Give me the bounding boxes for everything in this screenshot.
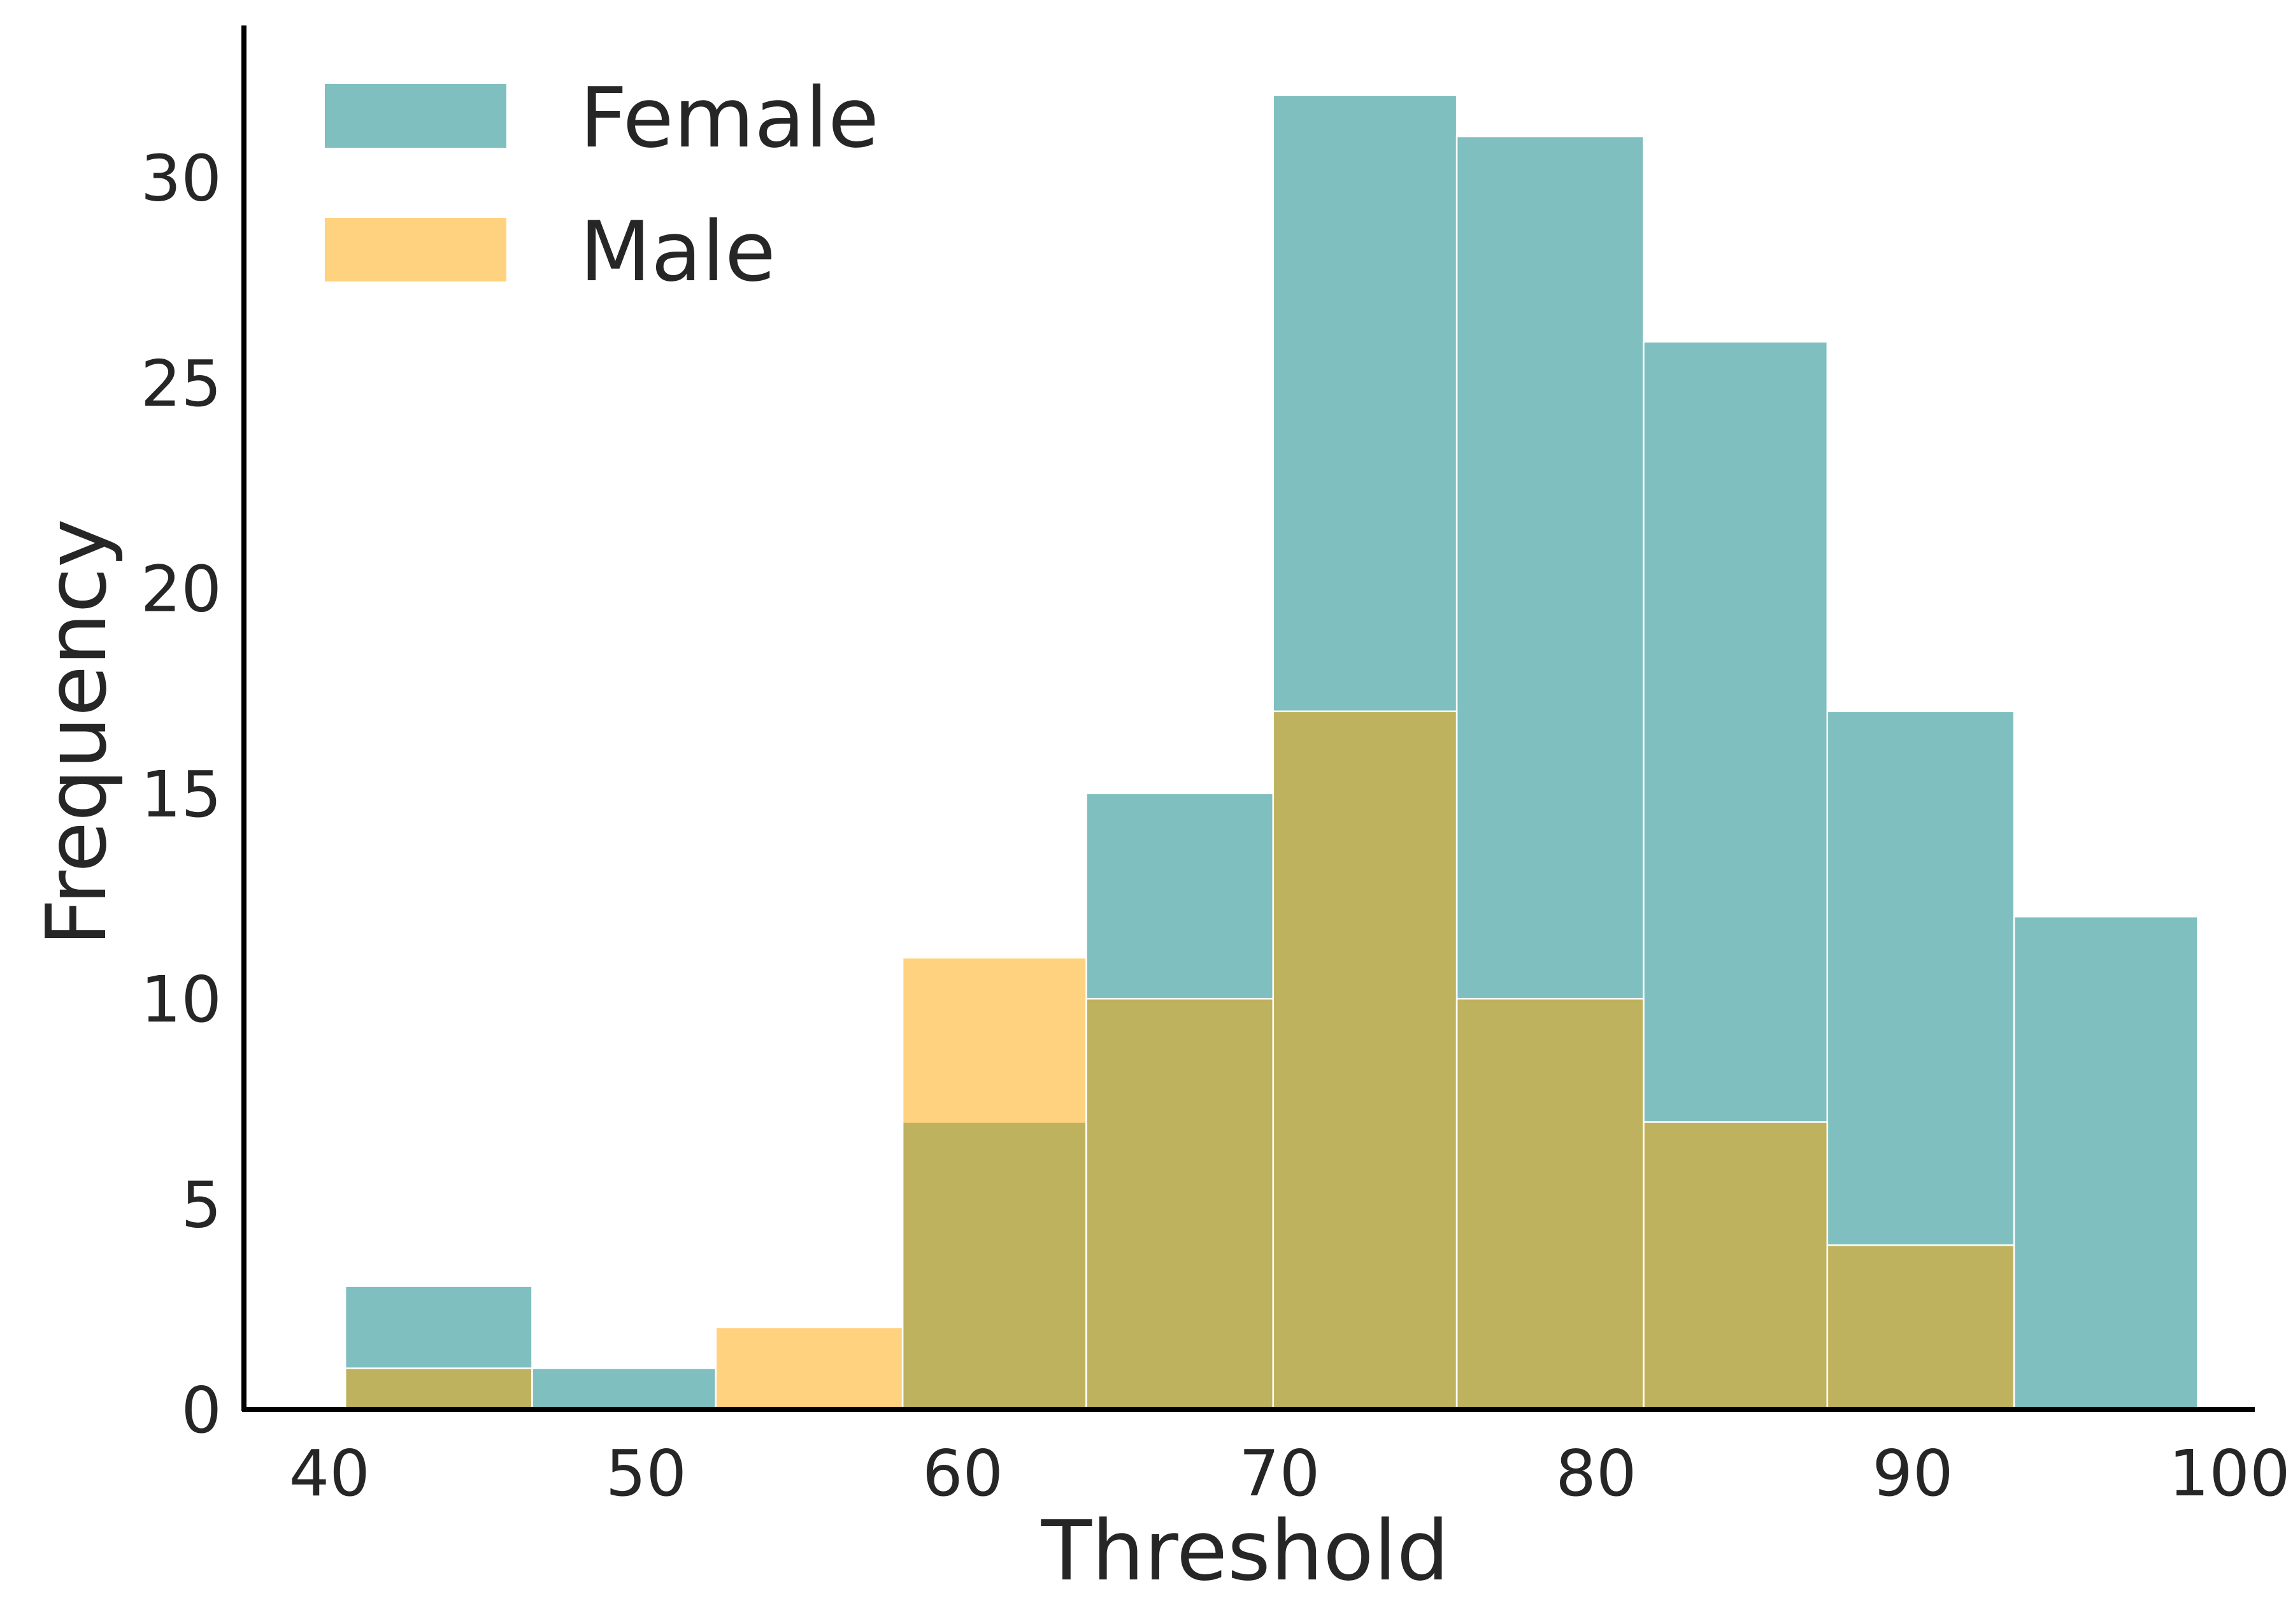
y-tick-label: 30 [141,141,222,216]
x-axis-title: Threshold [1041,1502,1450,1599]
y-tick-label: 0 [181,1373,222,1448]
bar-male-4 [1085,997,1275,1411]
bar-male-2 [715,1326,904,1411]
bar-male-8 [1826,1244,2015,1411]
x-tick-label: 70 [1239,1436,1320,1511]
y-tick-label: 15 [141,757,222,832]
legend: Female Male [325,69,879,300]
bars-layer [344,94,2199,1411]
bar-female-1 [531,1367,717,1411]
ticks-layer: 40 50 60 70 80 90 100 0 5 10 15 20 25 30 [141,141,2290,1511]
bar-male-5 [1272,710,1458,1411]
legend-swatch-female [325,84,506,148]
y-tick-label: 25 [141,346,222,421]
bar-male-7 [1643,1121,1829,1411]
x-tick-label: 80 [1555,1436,1636,1511]
x-tick-label: 90 [1872,1436,1953,1511]
bar-male-3 [901,957,1087,1411]
legend-swatch-male [325,218,506,281]
legend-label-male: Male [580,203,776,300]
legend-label-female: Female [580,69,879,166]
y-tick-label: 20 [141,552,222,626]
x-tick-label: 40 [289,1436,370,1511]
axes-layer [241,25,2255,1412]
y-tick-label: 5 [181,1168,222,1243]
x-tick-label: 100 [2169,1436,2290,1511]
bar-male-6 [1455,997,1645,1411]
y-axis-title: Frequency [28,518,125,946]
y-tick-label: 10 [141,962,222,1037]
bar-male-0 [344,1367,533,1411]
bar-female-9 [2013,915,2199,1411]
x-tick-label: 50 [606,1436,687,1511]
x-tick-label: 60 [922,1436,1003,1511]
